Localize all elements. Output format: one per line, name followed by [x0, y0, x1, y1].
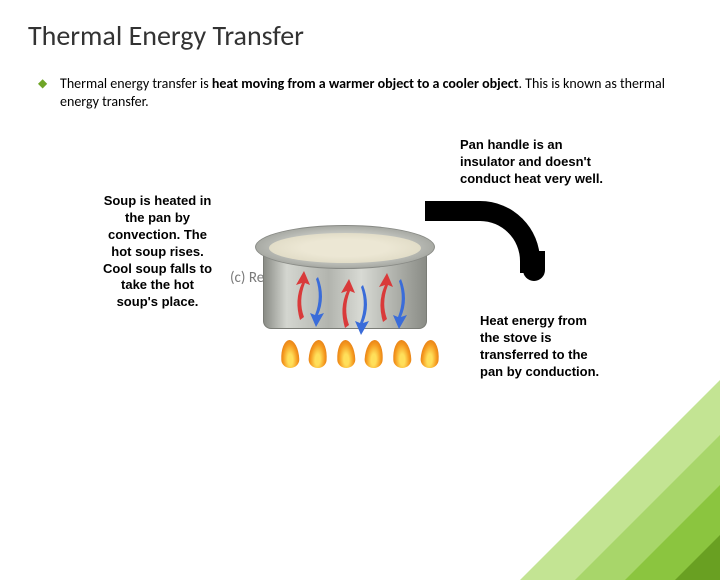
flame-icon — [308, 339, 328, 368]
pan-handle — [425, 201, 540, 266]
body-text-bold: heat moving from a warmer object to a co… — [212, 75, 519, 92]
flame-icon — [364, 339, 384, 368]
bullet-icon: ◆ — [38, 77, 47, 93]
body-text-prefix: Thermal energy transfer is — [60, 75, 212, 92]
diagram-container: Soup is heated in the pan by convection.… — [100, 145, 590, 435]
pan-liquid — [269, 233, 421, 263]
convection-arrow-icon — [373, 267, 413, 337]
convection-arrow-icon — [335, 273, 375, 343]
convection-arrow-icon — [290, 265, 330, 335]
flame-icon — [336, 340, 355, 369]
pan-illustration — [255, 225, 435, 375]
annotation-handle: Pan handle is an insulator and doesn't c… — [460, 137, 605, 188]
flame-icon — [280, 340, 299, 369]
slide-title: Thermal Energy Transfer — [0, 0, 720, 53]
flame-icon — [392, 340, 411, 369]
body-bullet: ◆ Thermal energy transfer is heat moving… — [0, 53, 720, 111]
flame-icon — [420, 339, 440, 368]
corner-decoration — [520, 340, 720, 580]
flames-row — [281, 340, 439, 368]
annotation-convection: Soup is heated in the pan by convection.… — [100, 193, 215, 311]
